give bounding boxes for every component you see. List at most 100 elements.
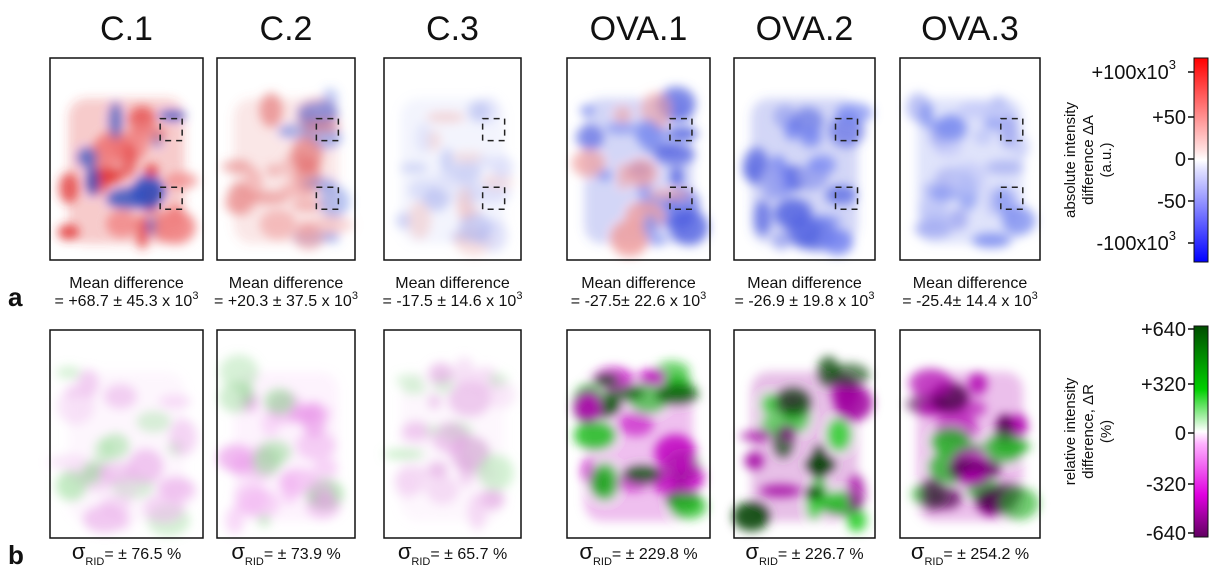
sigma-value: = ± 73.9 % [264,546,341,563]
heat-spot [440,148,454,174]
heatmap [58,98,198,250]
heat-spot [260,93,283,128]
row-label: b [8,540,24,570]
heat-spot [155,210,195,245]
sigma-symbol: σ [231,539,245,564]
mean-value: = +68.7 ± 45.3 x 103 [55,290,199,310]
heat-spot [136,215,149,250]
heat-spot [972,233,1011,248]
colorbar-label: difference, ΔR [1080,384,1097,479]
colorbar [1194,58,1208,262]
heatmap [906,93,1036,248]
heat-spot [136,411,171,433]
heat-spot [626,159,657,187]
heat-spot [985,160,1024,174]
colorbar-tick-label: +640 [1141,319,1186,341]
heat-spot [468,493,488,530]
heat-spot [760,166,784,201]
heat-spot [428,395,441,409]
heat-spot [280,182,318,199]
heat-spot [623,465,662,484]
heat-spot [58,224,79,240]
tick-text: -50 [1157,191,1186,213]
heat-spot [77,147,98,167]
heat-spot [635,120,660,147]
heat-spot [311,216,354,234]
colorbar [1194,326,1208,537]
heat-spot [983,100,1015,118]
heat-spot [59,173,78,204]
heat-spot [772,233,790,250]
heat-spot [306,494,341,519]
heat-spot [428,461,448,478]
heat-spot [400,163,428,173]
mean-label: Mean difference [747,275,862,292]
heat-spot [968,372,987,395]
colorbar-label: (%) [1098,420,1115,443]
sigma-text: σRID= ± 73.9 % [231,539,340,568]
heat-spot [56,366,81,379]
mean-value: = -27.5± 22.6 x 103 [571,290,706,310]
heat-spot [847,475,865,512]
heat-spot [266,164,282,176]
heat-spot [240,383,254,406]
heat-spot [744,452,763,469]
heat-spot [82,461,102,484]
heat-spot [108,102,122,140]
heat-spot [402,384,427,395]
tick-text: -100x10 [1096,233,1168,255]
sigma-symbol: σ [398,539,412,564]
heatmap [217,355,343,535]
heat-spot [94,131,127,167]
heat-spot [594,374,619,386]
mean-value: = -17.5 ± 14.6 x 103 [383,290,523,310]
colorbar-label: relative intensity [1062,377,1079,485]
sigma-value: = ± 254.2 % [943,546,1029,563]
heat-spot [835,103,873,124]
heat-spot [106,188,148,209]
column-title: C.1 [100,10,153,48]
heatmap [572,87,709,257]
heat-spot [257,514,270,527]
heat-spot [671,167,683,187]
sigma-symbol: σ [579,539,593,564]
heat-spot [909,368,952,398]
mean-exponent: 3 [1032,290,1038,302]
heat-spot [429,363,454,385]
heat-spot [86,165,100,197]
colorbar-tick-label: -320 [1146,474,1186,496]
column-title: OVA.3 [921,10,1019,48]
heat-spot [222,160,252,174]
heat-spot [756,430,770,440]
sigma-value: = ± 65.7 % [430,546,507,563]
heatmap [383,357,516,530]
heat-spot [960,469,988,487]
sigma-symbol: σ [72,539,86,564]
colorbar-tick-label: 0 [1175,423,1186,445]
mean-label: Mean difference [395,275,510,292]
heat-spot [779,424,796,440]
heat-spot [576,125,604,150]
heat-spot [476,156,495,168]
heat-spot [319,186,350,218]
heat-spot [591,463,619,501]
colorbar-tick-label: -640 [1146,523,1186,545]
mean-value-text: = -17.5 ± 14.6 x 10 [383,293,517,310]
sigma-text: σRID= ± 76.5 % [72,539,181,568]
heat-spot [128,449,163,484]
mean-label: Mean difference [913,275,1028,292]
heat-spot [145,164,158,177]
sigma-sub: RID [593,556,612,568]
heatmap [396,97,514,255]
heat-spot [640,369,665,385]
heat-spot [383,449,425,459]
mean-value-text: = -27.5± 22.6 x 10 [571,293,700,310]
tick-exponent: 3 [1169,228,1176,243]
heatmap [573,361,707,521]
heat-spot [574,421,616,450]
heat-spot [825,185,856,204]
heat-spot [667,128,698,139]
heat-spot [662,214,694,227]
heat-spot [296,431,336,460]
sigma-sub: RID [85,556,104,568]
